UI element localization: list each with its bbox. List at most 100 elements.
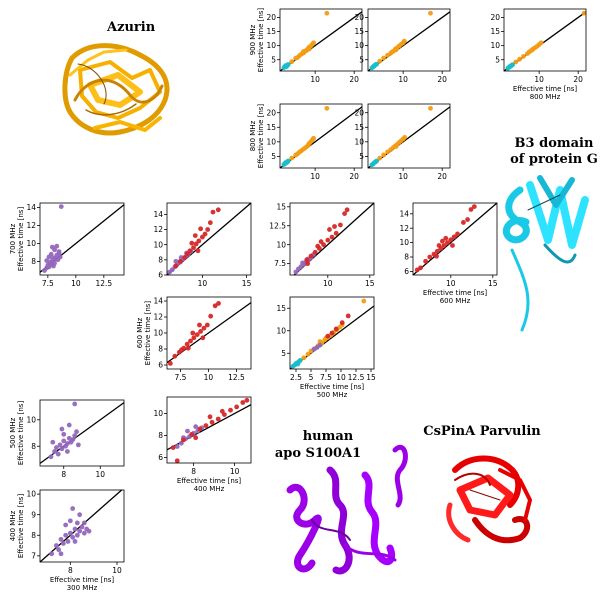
y-axis-field-label: 700 MHz	[9, 223, 17, 254]
data-point	[177, 258, 183, 264]
y-tick-label: 20	[266, 13, 276, 22]
data-point	[58, 551, 64, 557]
data-point	[81, 520, 87, 526]
data-point	[190, 330, 196, 336]
scatter-panel-p800_600: 10 20 5 10 15 20 800 MHz Effective time [ns]	[249, 104, 363, 181]
data-point	[180, 437, 186, 443]
data-point	[389, 49, 395, 55]
x-tick-label: 10	[446, 279, 456, 288]
y-tick-label: 8	[31, 442, 36, 451]
y-tick-label: 10	[153, 329, 163, 338]
data-point	[63, 532, 69, 538]
y-tick-label: 10	[354, 137, 364, 146]
data-point	[198, 329, 204, 334]
data-point	[333, 230, 339, 236]
data-point	[377, 58, 383, 64]
axes-frame	[39, 399, 125, 467]
y-tick-label: 15	[490, 27, 500, 36]
data-point	[74, 429, 79, 435]
x-axis-field-label: 500 MHz	[317, 391, 348, 399]
x-tick-label: 10	[204, 373, 214, 382]
y-tick-label: 14	[399, 209, 409, 218]
data-point	[49, 551, 55, 557]
y-tick-label: 10	[399, 238, 409, 247]
data-point	[61, 438, 67, 444]
data-point	[289, 59, 295, 65]
data-point	[513, 59, 519, 65]
data-point	[52, 449, 58, 454]
x-tick-label: 20	[437, 75, 447, 84]
data-point	[434, 253, 439, 259]
y-tick-label: 14	[153, 297, 163, 306]
axes-frame	[503, 8, 587, 72]
x-tick-label: 10	[310, 75, 320, 84]
y-tick-label: 10	[153, 240, 163, 249]
data-point	[212, 303, 218, 309]
data-point	[57, 442, 63, 448]
x-tick-label: 15	[365, 279, 375, 288]
data-point	[191, 335, 197, 341]
data-point	[86, 528, 92, 534]
data-point	[521, 53, 526, 59]
axes-frame	[289, 202, 375, 276]
s100-label-line2: apo S100A1	[275, 446, 361, 461]
data-point	[174, 444, 180, 449]
y-axis-field-label: 800 MHz	[249, 120, 257, 151]
data-point	[418, 265, 423, 271]
x-axis-label: Effective time [ns]	[300, 383, 365, 391]
x-tick-label: 10	[95, 470, 105, 479]
data-point	[194, 332, 200, 337]
data-point	[197, 322, 202, 328]
y-tick-label: 20	[354, 108, 364, 117]
gb3-label-line2: of protein G	[510, 152, 598, 167]
data-point	[325, 237, 331, 243]
x-tick-label: 10	[230, 467, 240, 476]
y-tick-label: 5	[281, 349, 286, 358]
y-tick-label: 10	[490, 41, 500, 50]
scatter-panel-p700_400: 10 15 6 8 10 12 14	[153, 202, 252, 288]
data-point	[70, 506, 76, 511]
data-point	[60, 541, 66, 546]
gb3-label-line1: B3 domain	[515, 136, 594, 151]
y-tick-label: 5	[271, 55, 276, 64]
data-point	[63, 522, 69, 528]
data-point	[393, 47, 399, 53]
x-axis-label: Effective time [ns]	[513, 85, 578, 93]
data-point	[308, 253, 314, 259]
data-point	[192, 233, 198, 238]
data-point	[538, 40, 544, 46]
x-axis-label: Effective time [ns]	[423, 289, 488, 297]
data-point	[59, 426, 65, 432]
data-point	[381, 55, 387, 61]
y-tick-label: 10	[276, 240, 286, 249]
data-point	[185, 345, 191, 351]
data-point	[44, 258, 50, 263]
axes-frame	[39, 202, 125, 276]
data-point	[234, 404, 240, 410]
data-point	[67, 518, 73, 524]
data-point	[77, 528, 83, 534]
y-tick-label: 10	[266, 137, 276, 146]
data-point	[401, 38, 407, 44]
x-tick-label: 10	[336, 373, 346, 382]
s100-label-line1: human	[303, 429, 354, 444]
data-point	[72, 526, 78, 532]
data-point	[300, 260, 305, 266]
y-tick-label: 8	[158, 255, 163, 264]
data-point	[427, 254, 433, 260]
data-point	[79, 524, 85, 530]
data-point	[64, 449, 70, 454]
data-point	[66, 435, 72, 441]
y-tick-label: 15	[266, 27, 276, 36]
data-point	[189, 432, 194, 437]
data-point	[77, 512, 83, 518]
y-axis-field-label: 500 MHz	[9, 417, 17, 448]
data-point	[377, 155, 383, 161]
data-point	[445, 240, 450, 246]
data-point	[471, 204, 477, 210]
y-axis-field-label: 600 MHz	[136, 317, 144, 348]
y-tick-label: 6	[404, 267, 409, 276]
data-point	[312, 249, 318, 255]
